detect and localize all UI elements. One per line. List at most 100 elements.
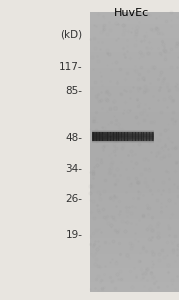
Bar [91, 130, 154, 131]
Bar [90, 19, 179, 22]
Bar [90, 61, 179, 64]
Bar [90, 172, 179, 175]
Bar [90, 152, 179, 154]
Bar [90, 177, 179, 180]
Bar [90, 235, 179, 238]
Bar [90, 210, 179, 212]
Bar [90, 119, 179, 122]
Bar [90, 40, 179, 43]
Bar [99, 132, 101, 141]
Bar [96, 132, 98, 141]
Bar [134, 132, 136, 141]
Bar [90, 100, 179, 103]
Bar [140, 132, 142, 141]
Bar [90, 93, 179, 96]
Bar [90, 191, 179, 194]
Bar [90, 196, 179, 199]
Bar [90, 112, 179, 115]
Bar [90, 72, 179, 75]
Bar [90, 98, 179, 101]
Bar [90, 33, 179, 36]
Bar [90, 49, 179, 52]
Text: 26-: 26- [65, 194, 82, 205]
Bar [91, 132, 94, 141]
Bar [90, 147, 179, 150]
Bar [90, 226, 179, 229]
Text: (kD): (kD) [60, 29, 82, 40]
Bar [90, 163, 179, 166]
Bar [124, 132, 126, 141]
Bar [91, 139, 154, 140]
Bar [90, 200, 179, 203]
Bar [90, 135, 179, 138]
Bar [90, 89, 179, 92]
Bar [90, 91, 179, 94]
Bar [90, 184, 179, 187]
Bar [90, 84, 179, 87]
Bar [90, 142, 179, 145]
Bar [90, 224, 179, 226]
Bar [152, 132, 154, 141]
Bar [126, 132, 128, 141]
Bar [90, 282, 179, 284]
Text: 48-: 48- [65, 133, 82, 143]
Bar [90, 103, 179, 106]
Bar [90, 284, 179, 287]
Bar [90, 117, 179, 119]
Bar [127, 132, 129, 141]
Bar [90, 249, 179, 252]
Bar [135, 132, 137, 141]
Bar [90, 230, 179, 233]
Bar [90, 205, 179, 208]
Text: 19-: 19- [65, 230, 82, 241]
Bar [90, 65, 179, 68]
Bar [90, 128, 179, 131]
Bar [90, 149, 179, 152]
Bar [90, 161, 179, 164]
Bar [90, 80, 179, 82]
Bar [90, 14, 179, 17]
Bar [90, 189, 179, 191]
Bar [106, 132, 108, 141]
Bar [90, 140, 179, 143]
Bar [90, 212, 179, 215]
Bar [113, 132, 115, 141]
Bar [90, 256, 179, 259]
Bar [90, 166, 179, 168]
Bar [90, 86, 179, 89]
Bar [90, 242, 179, 245]
Bar [90, 251, 179, 254]
Bar [90, 44, 179, 47]
Bar [90, 12, 179, 15]
Bar [90, 217, 179, 219]
Bar [138, 132, 140, 141]
Bar [90, 145, 179, 147]
Bar [121, 132, 123, 141]
Bar [90, 158, 179, 161]
Bar [90, 182, 179, 184]
Bar [90, 126, 179, 129]
Bar [151, 132, 153, 141]
Bar [107, 132, 109, 141]
Bar [104, 132, 106, 141]
Bar [90, 105, 179, 108]
Bar [93, 132, 95, 141]
Bar [90, 186, 179, 189]
Bar [98, 132, 100, 141]
Bar [90, 193, 179, 196]
Bar [90, 266, 179, 268]
Bar [91, 131, 154, 133]
Bar [143, 132, 145, 141]
Bar [90, 38, 179, 40]
Bar [90, 233, 179, 236]
Bar [90, 54, 179, 57]
Bar [90, 31, 179, 33]
Bar [90, 68, 179, 70]
Bar [132, 132, 134, 141]
Bar [90, 238, 179, 240]
Bar [90, 96, 179, 98]
Bar [90, 137, 179, 140]
Bar [90, 77, 179, 80]
Bar [90, 170, 179, 173]
Bar [90, 133, 179, 136]
